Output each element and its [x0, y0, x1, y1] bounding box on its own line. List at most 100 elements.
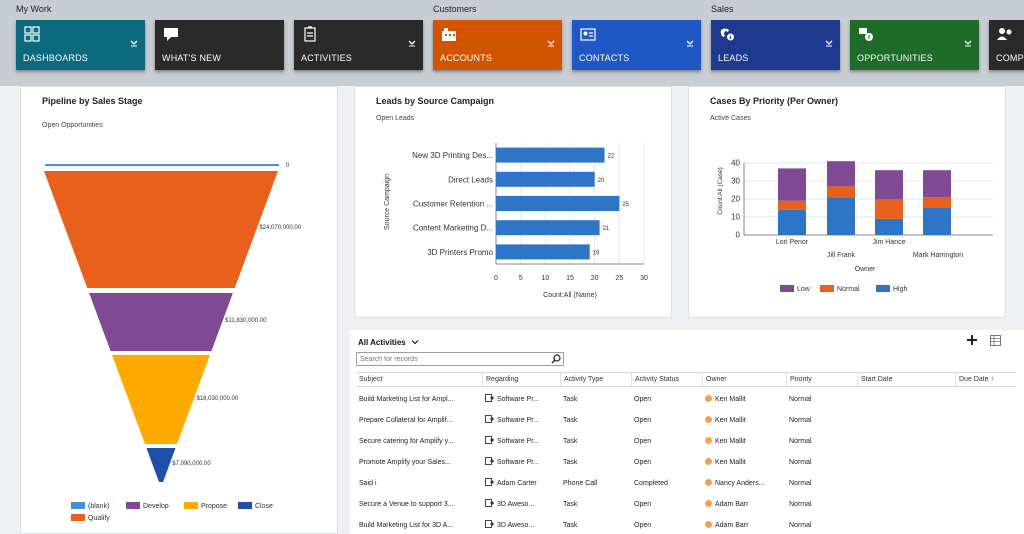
column-header-subject[interactable]: Subject	[359, 376, 383, 383]
nav-tile-contacts[interactable]: CONTACTS	[572, 20, 701, 70]
user-icon	[705, 500, 712, 507]
cell-subject[interactable]: Promote Amplify your Sales...	[356, 452, 482, 473]
activity-type-text: Task	[563, 501, 578, 508]
grid-view-icon[interactable]	[990, 335, 1001, 346]
cell-subject[interactable]: Build Marketing List for 3D A...	[356, 515, 482, 534]
table-row[interactable]: Promote Amplify your Sales... Software Pr…	[356, 452, 1016, 473]
cell-subject[interactable]: Said i	[356, 473, 482, 494]
cell-owner[interactable]: Adam Barr	[702, 494, 786, 515]
nav-tile-label: LEADS	[718, 53, 749, 63]
column-header-regarding[interactable]: Regarding	[482, 373, 560, 387]
cell-subject[interactable]: Secure catering for Amplify y...	[356, 431, 482, 452]
table-row[interactable]: Prepare Collateral for Amplif... Software…	[356, 410, 1016, 431]
cell-activity-status: Open	[631, 494, 702, 515]
cell-owner[interactable]: Ken Mallit	[702, 389, 786, 410]
table-row[interactable]: Build Marketing List for Ampl... Software…	[356, 389, 1016, 410]
table-row[interactable]: Said i Adam Carter Phone Call Completed Nanc…	[356, 473, 1016, 494]
add-icon[interactable]	[966, 334, 978, 346]
cell-priority: Normal	[786, 389, 857, 410]
cell-activity-type: Phone Call	[560, 473, 631, 494]
activity-type-text: Task	[563, 522, 578, 529]
chevron-down-icon[interactable]	[686, 39, 694, 47]
cases-title: Cases By Priority (Per Owner)	[710, 96, 839, 106]
subject-text: Promote Amplify your Sales...	[359, 459, 451, 466]
cell-subject[interactable]: Prepare Collateral for Amplif...	[356, 410, 482, 431]
nav-tile-whats-new[interactable]: WHAT'S NEW	[155, 20, 284, 70]
activity-type-text: Phone Call	[563, 480, 598, 487]
cell-owner[interactable]: Nancy Anders...	[702, 473, 786, 494]
cell-due-date	[955, 431, 1016, 452]
subject-text: Secure catering for Amplify y...	[359, 438, 454, 445]
search-input[interactable]	[356, 352, 564, 366]
nav-tile-activities[interactable]: ACTIVITIES	[294, 20, 423, 70]
funnel-stage-qualify	[44, 171, 278, 288]
cell-priority: Normal	[786, 410, 857, 431]
chevron-down-icon[interactable]	[130, 39, 138, 47]
cell-due-date	[955, 410, 1016, 431]
cell-subject[interactable]: Build Marketing List for Ampl...	[356, 389, 482, 410]
user-icon	[705, 437, 712, 444]
cell-owner[interactable]: Adam Barr	[702, 515, 786, 534]
cell-regarding[interactable]: 3D Aweso...	[482, 494, 560, 515]
cell-regarding[interactable]: Adam Carter	[482, 473, 560, 494]
cell-priority: Normal	[786, 452, 857, 473]
bar	[496, 196, 620, 211]
nav-tile-opportunities[interactable]: OPPORTUNITIES	[850, 20, 979, 70]
search-icon[interactable]	[551, 354, 561, 364]
nav-tile-competitors[interactable]: COMPE	[989, 20, 1024, 70]
cell-start-date	[857, 494, 955, 515]
dashboard-icon	[24, 26, 40, 42]
table-row[interactable]: Secure a Venue to support 3... 3D Aweso..…	[356, 494, 1016, 515]
cell-owner[interactable]: Ken Mallit	[702, 431, 786, 452]
owner-text: Ken Mallit	[715, 438, 746, 445]
x-tick-label: Lori Penor	[776, 239, 809, 246]
stacked-bar-segment	[923, 208, 951, 235]
column-header-due-date[interactable]: Due Date ↑	[955, 373, 1016, 387]
leads-subtitle: Open Leads	[376, 115, 415, 122]
cell-regarding[interactable]: 3D Aweso...	[482, 515, 560, 534]
column-header-priority[interactable]: Priority	[786, 373, 857, 387]
competitor-icon	[997, 28, 1012, 40]
cell-owner[interactable]: Ken Mallit	[702, 410, 786, 431]
data-label: 21	[603, 226, 610, 232]
cell-subject[interactable]: Secure a Venue to support 3...	[356, 494, 482, 515]
user-icon	[705, 479, 712, 486]
column-header-start-date[interactable]: Start Date	[857, 373, 955, 387]
cell-owner[interactable]: Ken Mallit	[702, 452, 786, 473]
group-label-sales: Sales	[711, 4, 734, 14]
cell-start-date	[857, 452, 955, 473]
cell-start-date	[857, 389, 955, 410]
column-header-activity-status[interactable]: Activity Status	[631, 373, 702, 387]
cell-activity-type: Task	[560, 452, 631, 473]
cell-regarding[interactable]: Software Pr...	[482, 389, 560, 410]
legend-label: Qualify	[88, 515, 110, 522]
chevron-down-icon[interactable]	[408, 39, 416, 47]
nav-tile-leads[interactable]: LEADS	[711, 20, 840, 70]
cell-activity-status: Open	[631, 515, 702, 534]
contact-icon	[485, 478, 494, 486]
cell-regarding[interactable]: Software Pr...	[482, 431, 560, 452]
cell-regarding[interactable]: Software Pr...	[482, 410, 560, 431]
chevron-down-icon[interactable]	[411, 338, 419, 346]
cell-regarding[interactable]: Software Pr...	[482, 452, 560, 473]
chevron-down-icon[interactable]	[547, 39, 555, 47]
column-header-activity-type[interactable]: Activity Type	[560, 373, 631, 387]
chevron-down-icon[interactable]	[964, 39, 972, 47]
chevron-down-icon[interactable]	[825, 39, 833, 47]
table-row[interactable]: Build Marketing List for 3D A... 3D Aweso…	[356, 515, 1016, 534]
nav-tile-label: CONTACTS	[579, 53, 630, 63]
nav-tile-dashboards[interactable]: DASHBOARDS	[16, 20, 145, 70]
nav-tile-accounts[interactable]: ACCOUNTS	[433, 20, 562, 70]
cell-priority: Normal	[786, 515, 857, 534]
bar	[496, 244, 590, 260]
column-header-owner[interactable]: Owner	[702, 373, 786, 387]
owner-text: Ken Mallit	[715, 459, 746, 466]
legend-label: Close	[255, 503, 273, 510]
x-tick-label: Mark Harrington	[913, 252, 963, 259]
activity-type-text: Task	[563, 417, 578, 424]
table-row[interactable]: Secure catering for Amplify y... Software…	[356, 431, 1016, 452]
y-tick-label: 20	[731, 195, 740, 204]
chat-icon	[164, 28, 178, 41]
activities-view-title[interactable]: All Activities	[358, 338, 406, 347]
